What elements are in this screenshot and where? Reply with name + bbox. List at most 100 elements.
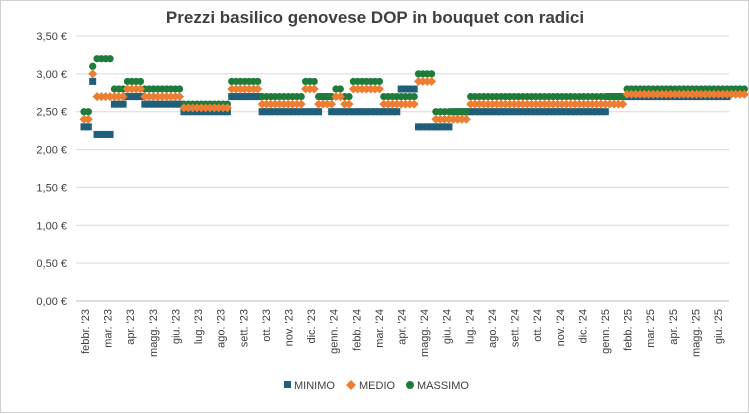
x-tick-label: dic. '23 [306,309,318,344]
point-minimo [601,108,609,116]
point-minimo [588,108,596,116]
legend-label-minimo: MINIMO [294,380,335,392]
point-massimo [375,77,384,86]
point-minimo [310,108,318,116]
point-minimo [362,108,370,116]
point-minimo [475,108,483,116]
point-minimo [245,93,253,101]
point-minimo [289,108,297,116]
point-minimo [567,108,575,116]
x-tick-label: ago. '24 [487,309,499,348]
point-medio [83,114,93,124]
point-minimo [89,77,97,85]
point-medio [296,99,306,109]
point-medio [309,84,319,94]
x-tick-label: ott. '23 [261,309,273,342]
point-minimo [562,108,570,116]
point-minimo [493,108,501,116]
point-minimo [284,108,292,116]
point-minimo [80,123,88,131]
point-minimo [171,100,179,108]
point-minimo [145,100,153,108]
point-minimo [345,108,353,116]
legend: MINIMO MEDIO MASSIMO [284,380,469,392]
point-minimo [176,100,184,108]
point-minimo [267,108,275,116]
point-minimo [384,108,392,116]
point-minimo [150,100,158,108]
point-minimo [128,93,136,101]
x-tick-label: sett. '24 [510,309,522,347]
point-minimo [141,100,149,108]
point-minimo [584,108,592,116]
point-massimo [254,77,262,86]
point-massimo [84,108,92,116]
point-massimo [297,92,305,101]
point-minimo [341,108,349,116]
point-massimo [136,77,145,86]
point-minimo [336,108,344,116]
y-axis-tick-labels: 0,00 € 0,50 € 1,00 € 1,50 € 2,00 € 2,50 € 3,00… [36,31,67,308]
y-tick-label: 1,50 € [36,182,67,194]
y-tick-label: 3,00 € [36,69,67,81]
point-minimo [541,108,549,116]
x-tick-label: ott. '24 [532,309,544,342]
point-medio [427,76,437,86]
point-minimo [571,108,579,116]
point-massimo [89,62,97,70]
point-massimo [310,77,318,86]
point-massimo [462,108,470,116]
x-tick-label: mar. '23 [103,309,115,348]
point-minimo [597,108,605,116]
point-minimo [132,93,140,101]
point-minimo [593,108,601,116]
x-tick-label: genn. '25 [600,309,612,354]
gridlines [76,35,729,302]
x-tick-label: febb. '24 [351,309,363,351]
point-minimo [501,108,509,116]
point-massimo [336,85,344,93]
point-medio [739,89,749,99]
point-minimo [397,85,405,93]
point-minimo [497,108,505,116]
x-tick-label: apr. '23 [125,309,137,345]
point-minimo [349,108,357,116]
point-medio [409,99,419,109]
point-medio [618,99,628,109]
point-minimo [254,93,262,101]
point-minimo [432,123,440,131]
x-tick-label: genn. '24 [329,309,341,354]
x-tick-label: dic. '24 [577,309,589,344]
point-minimo [527,108,535,116]
y-tick-label: 0,50 € [36,258,67,270]
point-minimo [371,108,379,116]
point-minimo [393,108,401,116]
point-medio [253,84,263,94]
point-minimo [276,108,284,116]
point-minimo [367,108,375,116]
x-tick-label: giu. '25 [713,309,725,344]
point-minimo [228,93,236,101]
x-tick-label: magg. '25 [690,309,702,357]
y-tick-label: 2,00 € [36,145,67,157]
point-minimo [315,108,323,116]
point-minimo [441,123,449,131]
data-points [79,55,749,138]
point-minimo [293,108,301,116]
point-minimo [119,100,127,108]
point-minimo [93,130,101,138]
point-minimo [297,108,305,116]
x-tick-label: apr. '24 [397,309,409,345]
series-massimo [80,55,748,116]
point-minimo [467,108,475,116]
point-minimo [102,130,110,138]
point-medio [175,92,185,102]
legend-label-massimo: MASSIMO [417,380,469,392]
point-minimo [115,100,123,108]
point-minimo [262,108,270,116]
point-minimo [167,100,175,108]
point-minimo [532,108,540,116]
x-tick-label: magg. '23 [148,309,160,357]
point-massimo [175,85,184,93]
